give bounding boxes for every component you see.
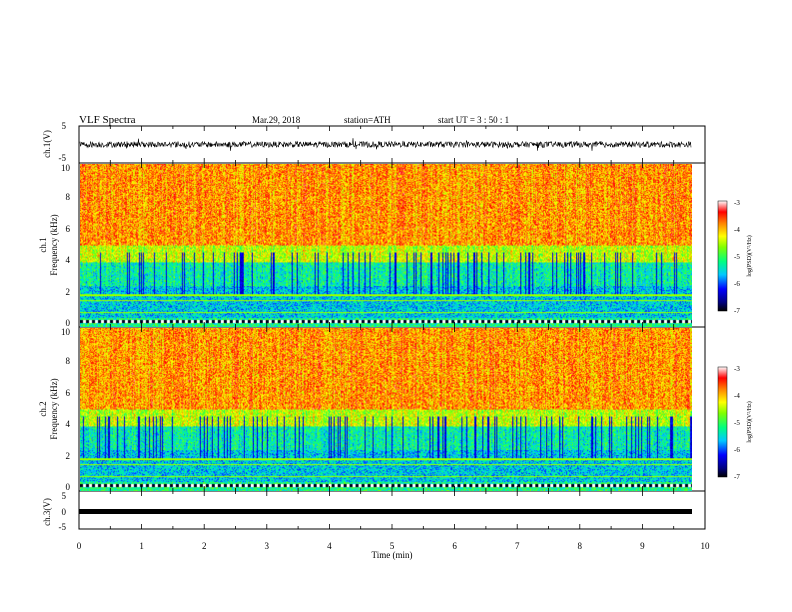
x-tick-label: 10 bbox=[701, 541, 711, 551]
ch2-freq-ytick: 4 bbox=[66, 419, 71, 429]
x-tick-label: 6 bbox=[452, 541, 457, 551]
ch1-spectrogram-ylabel-frequency: Frequency (kHz) bbox=[49, 214, 59, 275]
x-tick-label: 2 bbox=[202, 541, 207, 551]
ch1-wave-ytick: 5 bbox=[62, 121, 67, 131]
ch2-colorbar bbox=[717, 366, 728, 478]
ch3-wave-ytick: 5 bbox=[62, 491, 67, 501]
ch3-waveform-ylabel: ch.3(V) bbox=[42, 498, 52, 526]
ch1-spectrogram-ylabel-channel: ch.1 bbox=[38, 237, 48, 252]
ch1-freq-ytick: 4 bbox=[66, 255, 71, 265]
ch1-freq-ytick: 6 bbox=[66, 224, 71, 234]
ch1-wave-ytick: -5 bbox=[59, 153, 67, 163]
x-tick-label: 4 bbox=[327, 541, 332, 551]
ch1-freq-ytick: 8 bbox=[66, 192, 71, 202]
ch1-freq-ytick: 2 bbox=[66, 287, 71, 297]
ch1-colorbar bbox=[717, 200, 728, 312]
x-tick-label: 1 bbox=[139, 541, 144, 551]
ch2-colorbar-label: log(PSD)(V²/Hz) bbox=[746, 401, 753, 442]
ch1-waveform-ylabel: ch.1(V) bbox=[42, 130, 52, 158]
x-tick-label: 7 bbox=[515, 541, 520, 551]
x-tick-label: 3 bbox=[265, 541, 270, 551]
x-axis-label: Time (min) bbox=[372, 550, 413, 560]
ch1-colorbar-tick: -5 bbox=[734, 253, 740, 261]
x-axis-tick-labels: 0 1 2 3 4 5 6 7 8 9 10 bbox=[77, 541, 710, 551]
ch3-wave-ytick: -5 bbox=[59, 522, 67, 532]
ch1-colorbar-label: log(PSD)(V²/Hz) bbox=[746, 235, 753, 276]
ch1-freq-ytick: 10 bbox=[61, 163, 71, 173]
ch2-colorbar-tick: -6 bbox=[734, 446, 740, 454]
ch3-waveform-trace bbox=[79, 509, 692, 514]
figure-title: VLF Spectra bbox=[79, 114, 136, 126]
axis-ticks bbox=[78, 126, 706, 529]
ch2-spectrogram-image bbox=[80, 328, 692, 491]
ch1-colorbar-tick: -7 bbox=[734, 307, 740, 315]
ch2-freq-ytick: 6 bbox=[66, 388, 71, 398]
spectrogram-raster bbox=[80, 328, 692, 491]
ch2-freq-ytick: 0 bbox=[66, 482, 71, 492]
ch2-spectrogram-ylabel-channel: ch.2 bbox=[38, 401, 48, 416]
x-tick-label: 5 bbox=[390, 541, 395, 551]
ch1-colorbar-tick: -3 bbox=[734, 199, 740, 207]
ch1-freq-ytick: 0 bbox=[66, 318, 71, 328]
ch2-colorbar-tick: -3 bbox=[734, 365, 740, 373]
ch2-freq-ytick: 2 bbox=[66, 451, 71, 461]
ch1-waveform-trace bbox=[79, 138, 692, 151]
x-tick-label: 9 bbox=[640, 541, 645, 551]
ch2-colorbar-tick: -7 bbox=[734, 473, 740, 481]
x-tick-label: 0 bbox=[77, 541, 82, 551]
station-label: station=ATH bbox=[344, 115, 391, 125]
ch3-wave-ytick: 0 bbox=[62, 507, 67, 517]
start-time-label: start UT = 3 : 50 : 1 bbox=[438, 115, 509, 125]
ch1-colorbar-tick: -6 bbox=[734, 280, 740, 288]
ch2-freq-ytick: 8 bbox=[66, 356, 71, 366]
ch2-spectrogram-ylabel-frequency: Frequency (kHz) bbox=[49, 378, 59, 439]
ch2-colorbar-tick: -5 bbox=[734, 419, 740, 427]
x-tick-label: 8 bbox=[578, 541, 583, 551]
ch2-freq-ytick: 10 bbox=[61, 327, 71, 337]
spectrogram-raster bbox=[80, 164, 692, 327]
ch1-spectrogram-image bbox=[80, 164, 692, 327]
date-label: Mar.29, 2018 bbox=[252, 115, 301, 125]
ch2-colorbar-tick: -4 bbox=[734, 392, 740, 400]
ch1-colorbar-tick: -4 bbox=[734, 226, 740, 234]
ch1-waveform-panel bbox=[78, 125, 706, 164]
